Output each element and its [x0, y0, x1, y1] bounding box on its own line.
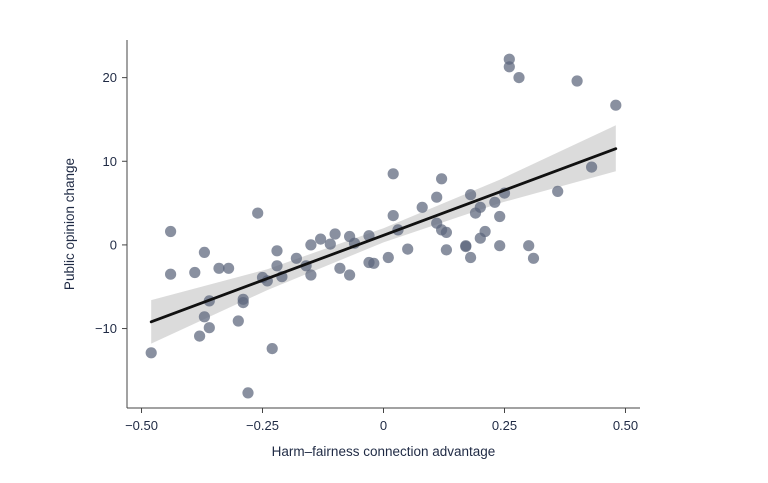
- data-point: [145, 347, 157, 359]
- data-point: [552, 185, 564, 197]
- data-point: [266, 343, 278, 355]
- x-tick-label: 0: [380, 418, 387, 433]
- data-point: [387, 168, 399, 180]
- x-tick-label: 0.50: [613, 418, 638, 433]
- data-point: [494, 210, 506, 223]
- data-point: [198, 246, 210, 258]
- data-point: [465, 189, 477, 201]
- data-point: [489, 196, 501, 208]
- y-tick-label: 0: [110, 237, 117, 252]
- data-point: [329, 228, 341, 240]
- data-point: [440, 226, 452, 238]
- data-point: [237, 297, 249, 309]
- data-point: [479, 225, 491, 238]
- data-point: [368, 257, 380, 269]
- data-point: [203, 322, 215, 334]
- x-tick-label: 0.25: [492, 418, 517, 433]
- data-point: [305, 269, 317, 281]
- data-point: [431, 191, 443, 203]
- data-point: [242, 387, 254, 399]
- data-point: [165, 225, 177, 238]
- data-point: [586, 161, 598, 173]
- data-point: [213, 262, 225, 274]
- data-point: [344, 269, 356, 281]
- fit-line-layer: [149, 147, 618, 324]
- data-point: [513, 72, 525, 84]
- data-point: [523, 240, 535, 252]
- data-point: [416, 201, 428, 213]
- data-point: [252, 207, 264, 219]
- y-tick-label: 10: [103, 154, 117, 169]
- data-point: [436, 173, 448, 185]
- points-layer: [145, 53, 622, 399]
- data-point: [290, 252, 302, 264]
- x-ticks: −0.50 −0.25 0 0.25 0.50: [125, 408, 638, 433]
- data-point: [460, 241, 472, 253]
- data-point: [189, 266, 201, 279]
- data-point: [324, 238, 336, 250]
- data-point: [382, 251, 394, 264]
- data-point: [387, 210, 399, 222]
- data-point: [494, 240, 506, 252]
- data-point: [198, 311, 210, 323]
- data-point: [440, 244, 452, 256]
- data-point: [527, 252, 540, 264]
- data-point: [474, 201, 486, 213]
- y-ticks: −10 0 10 20: [95, 70, 127, 336]
- x-tick-label: −0.50: [125, 418, 158, 433]
- data-point: [305, 239, 317, 251]
- data-point: [610, 99, 622, 111]
- data-point: [571, 75, 583, 87]
- data-point: [194, 330, 206, 342]
- y-tick-label: 20: [103, 70, 117, 85]
- regression-line: [149, 147, 618, 324]
- data-point: [232, 315, 244, 327]
- y-axis-title: Public opinion change: [62, 158, 77, 290]
- data-point: [503, 61, 515, 73]
- x-axis-title: Harm–fairness connection advantage: [272, 444, 496, 459]
- data-point: [402, 243, 414, 255]
- data-point: [165, 268, 177, 280]
- data-point: [465, 251, 477, 264]
- x-tick-label: −0.25: [246, 418, 279, 433]
- data-point: [223, 262, 235, 274]
- data-point: [334, 262, 346, 274]
- y-tick-label: −10: [95, 321, 117, 336]
- data-point: [271, 260, 283, 272]
- axes: −0.50 −0.25 0 0.25 0.50 −10 0 10 20: [95, 40, 640, 433]
- data-point: [315, 233, 327, 245]
- data-point: [271, 245, 283, 257]
